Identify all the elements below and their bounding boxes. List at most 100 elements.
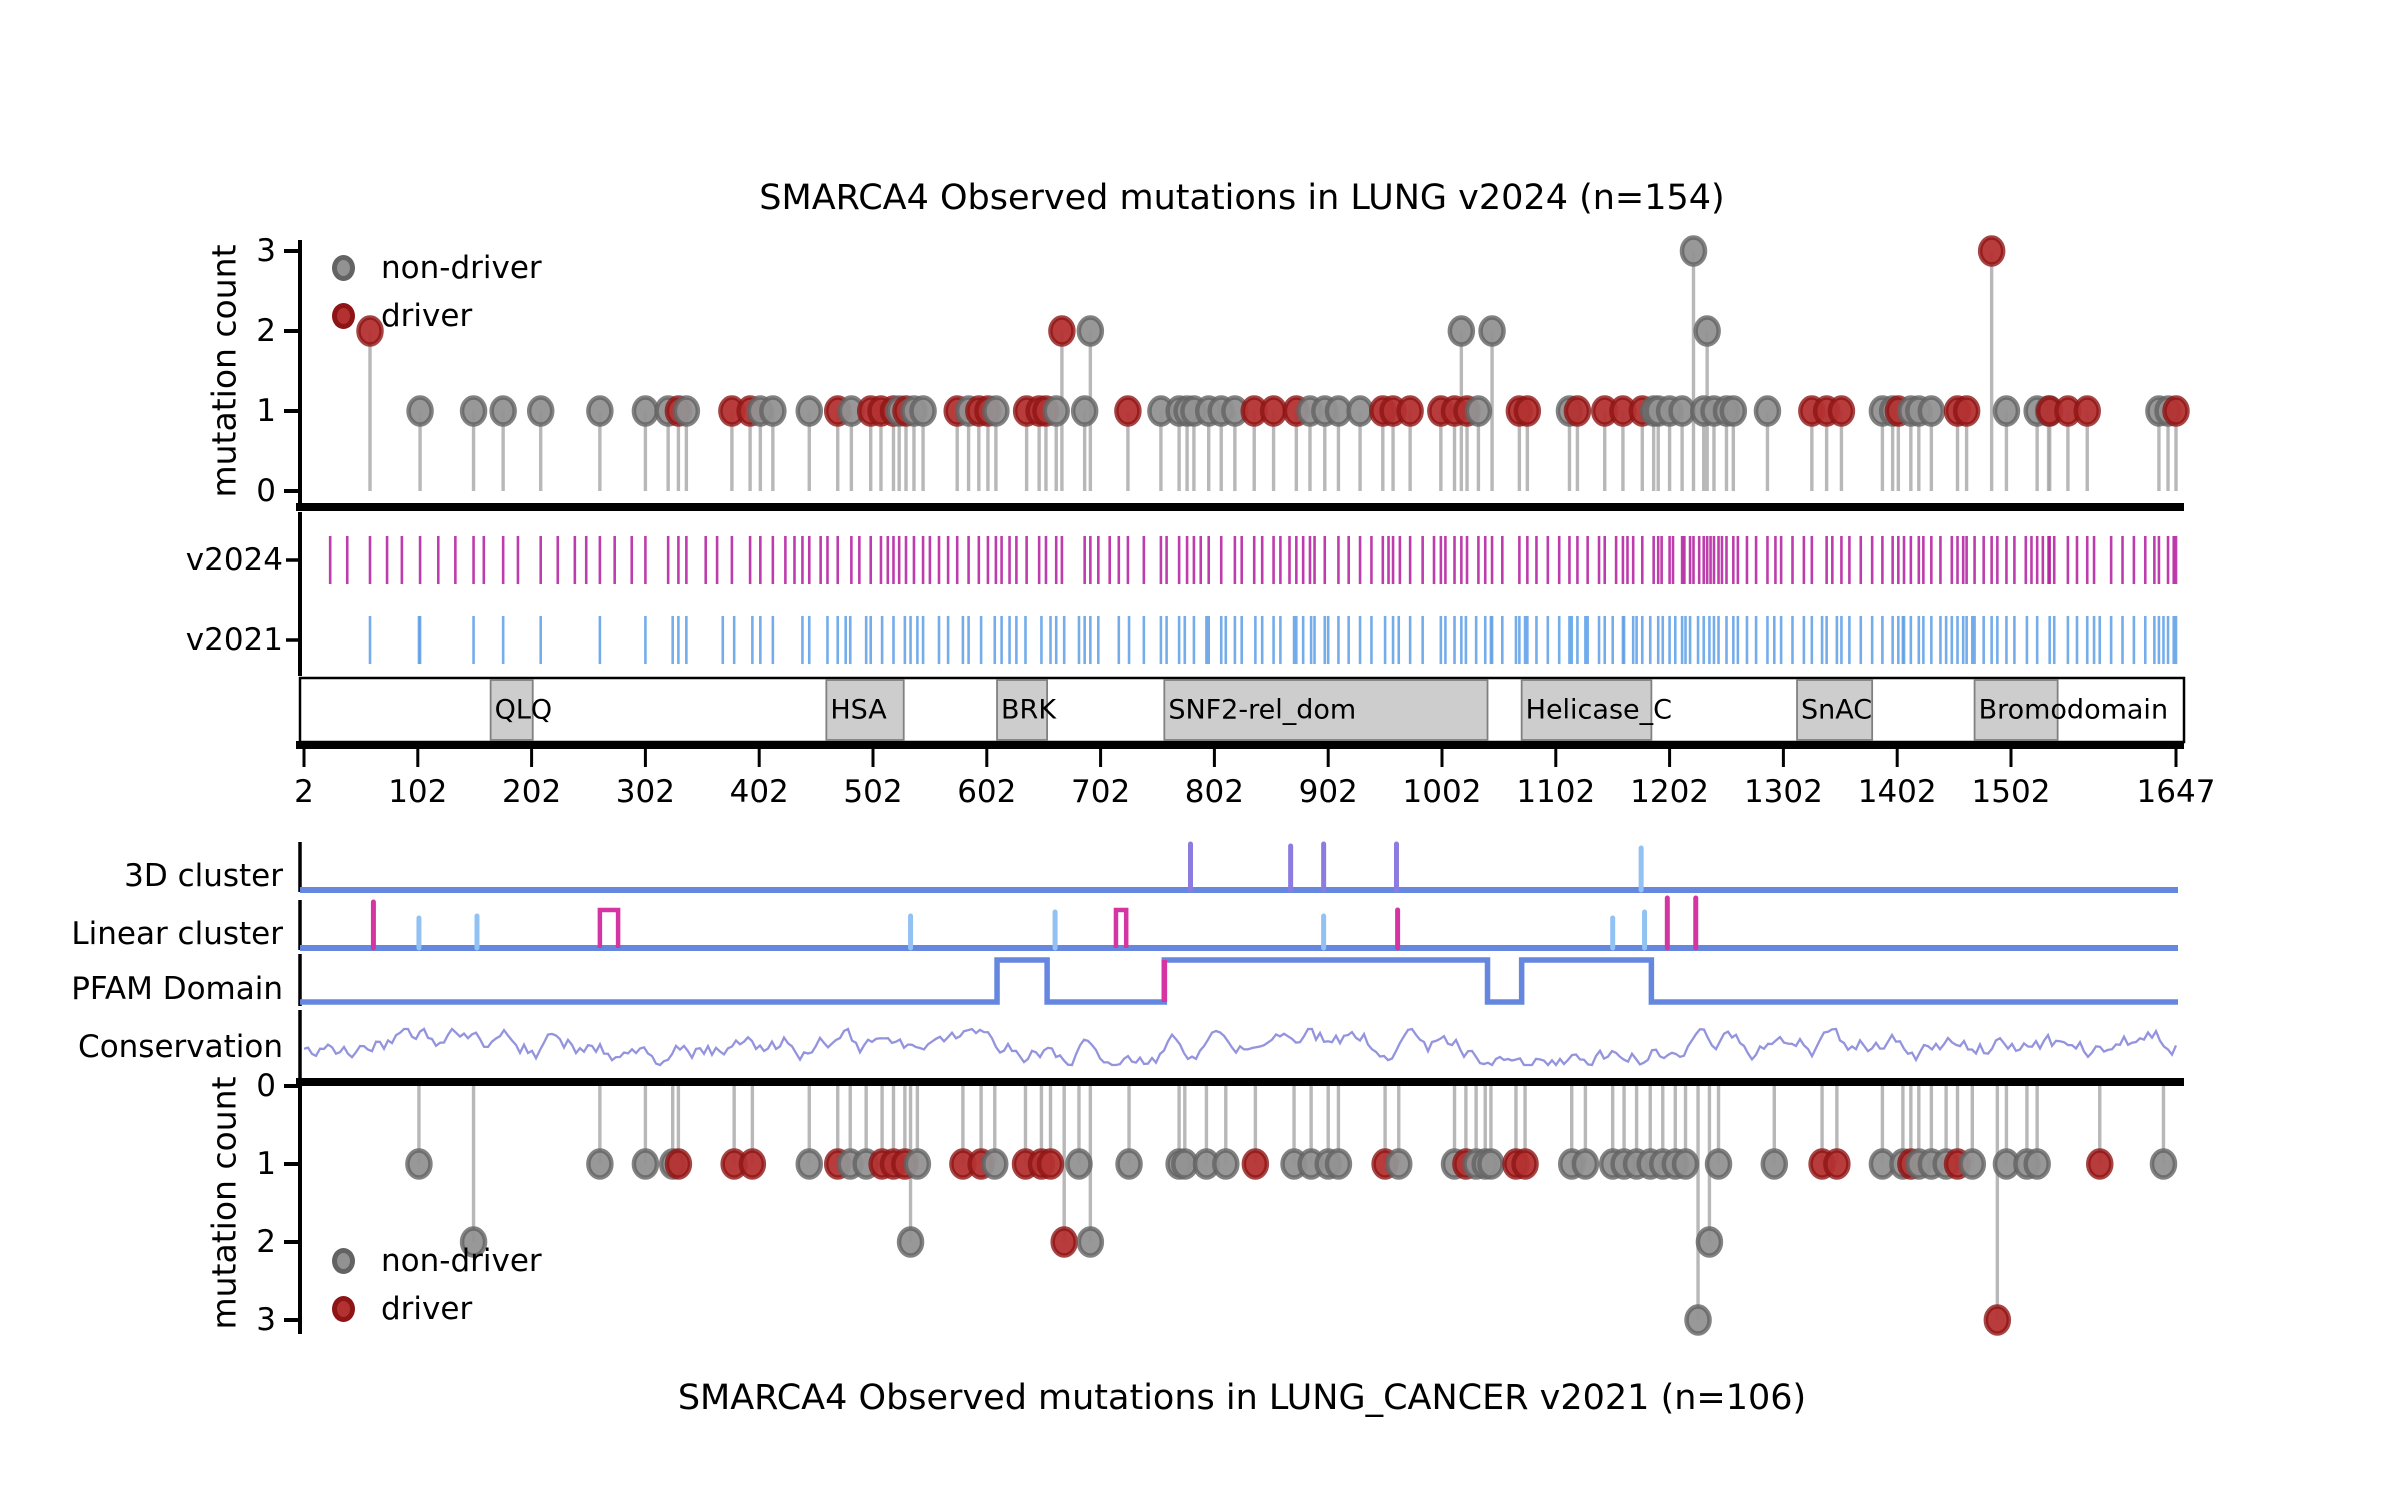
mutation-dot-nondriver: [1719, 395, 1748, 427]
legend-item-nondriver: non-driver: [332, 250, 542, 286]
y-tick-label: 0: [256, 1068, 276, 1104]
mutation-dot-nondriver: [1070, 395, 1099, 427]
nondriver-marker-icon: [332, 1248, 355, 1274]
mutation-dot-driver: [1827, 395, 1856, 427]
mutation-dot-nondriver: [406, 395, 434, 427]
x-tick-label: 602: [957, 774, 1017, 810]
y-tick-label: 2: [256, 313, 276, 349]
y-tick-label: 2: [256, 1224, 276, 1260]
mutation-dot-nondriver: [981, 1148, 1009, 1180]
x-tick-label: 1402: [1857, 774, 1937, 810]
mutation-dot-driver: [738, 1148, 767, 1180]
x-tick-label: 802: [1184, 774, 1244, 810]
linear-cluster-pulse: [597, 907, 621, 948]
linear-cluster-pulse: [1113, 907, 1129, 948]
x-tick-label: 902: [1298, 774, 1358, 810]
legend-label: non-driver: [381, 1243, 542, 1279]
mutation-dot-nondriver: [405, 1148, 433, 1180]
mutation-dot-nondriver: [1324, 1148, 1353, 1180]
legend-item-nondriver: non-driver: [332, 1243, 542, 1279]
y-tick-label: 0: [256, 473, 276, 509]
v2021-track-label: v2021: [185, 622, 283, 658]
mutation-dot-driver: [2162, 395, 2190, 427]
domain-box: [825, 679, 905, 741]
mutation-dot-driver: [1036, 1148, 1065, 1180]
mutation-dot-nondriver: [1571, 1148, 1600, 1180]
domain-box: [1163, 679, 1489, 741]
x-tick-label: 1302: [1743, 774, 1823, 810]
legend-label: driver: [381, 298, 473, 334]
mutation-dot-nondriver: [1684, 1304, 1712, 1336]
x-tick-label: 2: [294, 774, 314, 810]
mutation-dot-nondriver: [1042, 395, 1070, 427]
mutation-dot-nondriver: [1760, 1148, 1789, 1180]
mutation-dot-nondriver: [1464, 395, 1493, 427]
mutation-dot-nondriver: [489, 395, 517, 427]
mutation-dot-driver: [1259, 395, 1288, 427]
domain-label: BRK: [1001, 694, 1057, 726]
mutation-dot-nondriver: [1076, 315, 1105, 347]
mutation-dot-nondriver: [1115, 1148, 1143, 1180]
mutation-dot-driver: [2073, 395, 2101, 427]
bottom-ylabel: mutation count: [204, 1076, 244, 1330]
conservation-line: [303, 1027, 2178, 1067]
bottom-chart-title: SMARCA4 Observed mutations in LUNG_CANCE…: [677, 1378, 1807, 1418]
legend-label: non-driver: [381, 250, 542, 286]
y-tick-label: 3: [256, 233, 276, 269]
y-tick-label: 3: [256, 1302, 276, 1338]
mutation-dot-nondriver: [1958, 1148, 1987, 1180]
mutation-dot-driver: [1952, 395, 1981, 427]
domain-box: [1520, 679, 1653, 741]
conservation-track-label: Conservation: [78, 1029, 283, 1065]
mutation-dot-nondriver: [903, 1148, 932, 1180]
mutation-dot-nondriver: [896, 1226, 925, 1258]
nondriver-marker-icon: [332, 255, 355, 281]
linear-cluster-track-label: Linear cluster: [71, 916, 283, 952]
mutation-dot-nondriver: [1695, 1226, 1724, 1258]
top-legend: non-driver driver: [332, 250, 542, 334]
mutation-dot-nondriver: [672, 395, 701, 427]
mutation-dot-nondriver: [1753, 395, 1782, 427]
pfam-step-line: [300, 957, 2178, 1005]
domain-label: Bromodomain: [1978, 694, 2169, 726]
mutation-dot-driver: [1050, 1226, 1078, 1258]
x-tick-label: 702: [1071, 774, 1131, 810]
mutation-dot-driver: [1513, 395, 1542, 427]
mutation-dot-driver: [1563, 395, 1592, 427]
mutation-dot-nondriver: [759, 395, 787, 427]
v2024-track-label: v2024: [185, 542, 283, 578]
mutation-dot-nondriver: [586, 1148, 614, 1180]
mutation-dot-driver: [1511, 1148, 1539, 1180]
mutation-dot-nondriver: [1671, 1148, 1700, 1180]
x-tick-label: 302: [615, 774, 675, 810]
mutation-dot-nondriver: [1992, 395, 2021, 427]
domain-label: SnAC: [1801, 694, 1873, 726]
mutation-dot-nondriver: [1076, 1226, 1105, 1258]
x-tick-label: 1647: [2136, 774, 2216, 810]
mutation-dot-nondriver: [1917, 395, 1946, 427]
top-chart-title: SMARCA4 Observed mutations in LUNG v2024…: [759, 178, 1725, 218]
mutation-dot-nondriver: [982, 395, 1010, 427]
legend-label: driver: [381, 1291, 473, 1327]
x-tick-label: 202: [502, 774, 562, 810]
legend-item-driver: driver: [332, 1291, 542, 1327]
domain-label: QLQ: [494, 694, 553, 726]
domain-box: [1796, 679, 1874, 741]
domain-label: HSA: [830, 694, 887, 726]
mutation-dot-driver: [664, 1148, 693, 1180]
mutation-dot-nondriver: [1679, 235, 1708, 267]
mutation-dot-nondriver: [2023, 1148, 2051, 1180]
mutation-dot-driver: [1977, 235, 2006, 267]
mutation-dot-nondriver: [909, 395, 937, 427]
mutation-dot-driver: [1114, 395, 1142, 427]
x-tick-label: 1202: [1630, 774, 1710, 810]
domain-label: Helicase_C: [1525, 694, 1672, 726]
3d-cluster-track-label: 3D cluster: [124, 858, 283, 894]
x-tick-label: 402: [729, 774, 789, 810]
bottom-legend: non-driver driver: [332, 1243, 542, 1327]
mutation-dot-driver: [1241, 1148, 1270, 1180]
mutation-dot-driver: [2086, 1148, 2114, 1180]
mutation-dot-nondriver: [1693, 315, 1721, 347]
